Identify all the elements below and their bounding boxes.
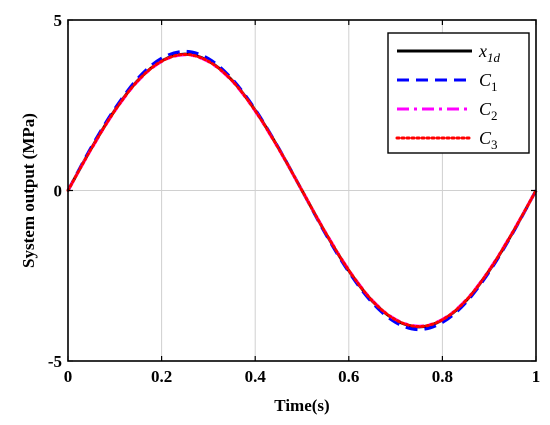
- legend-label-c2: C2: [479, 99, 498, 123]
- x-axis-label: Time(s): [274, 396, 329, 415]
- x-tick-label: 0.6: [338, 367, 359, 386]
- series-group: [66, 49, 538, 332]
- x-tick-label: 1: [532, 367, 541, 386]
- axis-ticks: 0 0.2 0.4 0.6 0.8 150-5: [48, 11, 540, 386]
- y-tick-label: 5: [54, 11, 63, 30]
- y-tick-label: 0: [54, 182, 63, 201]
- legend-box: [387, 32, 530, 154]
- y-axis-label: System output (MPa): [19, 113, 38, 268]
- x-tick-label: 0.2: [151, 367, 172, 386]
- legend-label-c3: C3: [479, 128, 498, 152]
- series-line-c3: [66, 52, 538, 329]
- x-tick-label: 0.8: [432, 367, 453, 386]
- legend-label-c1: C1: [479, 70, 498, 94]
- legend: x1d C1 C2 C3: [387, 32, 530, 154]
- x-tick-label: 0.4: [245, 367, 267, 386]
- series-line-c1: [66, 49, 538, 332]
- y-tick-label: -5: [48, 352, 62, 371]
- legend-label-x1d: x1d: [478, 41, 501, 65]
- x-tick-label: 0: [64, 367, 73, 386]
